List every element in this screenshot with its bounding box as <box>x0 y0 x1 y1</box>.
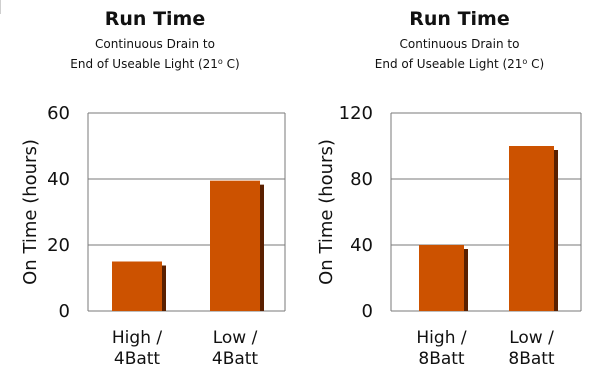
y-axis-label: On Time (hours) <box>20 139 41 285</box>
y-tick-label: 40 <box>47 169 70 190</box>
y-tick-label: 20 <box>47 235 70 256</box>
x-tick-label: 4Batt <box>114 349 161 369</box>
x-tick-label: Low / <box>509 328 554 348</box>
bar <box>210 180 260 311</box>
subtitle-unit: C) <box>527 57 545 71</box>
chart-subtitle-line2: End of Useable Light (21o C) <box>0 53 310 73</box>
bar <box>419 245 464 311</box>
x-tick-label: 4Batt <box>212 349 259 369</box>
chart-subtitle-line1: Continuous Drain to <box>399 37 520 51</box>
subtitle-unit: C) <box>222 57 240 71</box>
subtitle-text: End of Useable Light (21 <box>70 57 218 71</box>
x-tick-label: High / <box>416 328 466 348</box>
chart-title: Run Time <box>409 8 510 30</box>
chart-right: Run Time Continuous Drain to End of Usea… <box>306 0 613 375</box>
subtitle-text: End of Useable Light (21 <box>374 57 523 71</box>
x-tick-label: Low / <box>213 328 258 348</box>
degree-symbol: o <box>522 57 528 66</box>
chart-subtitle-line2: End of Useable Light (21o C) <box>306 53 613 73</box>
y-tick-label: 80 <box>350 169 373 190</box>
bar <box>509 146 554 311</box>
y-tick-label: 40 <box>350 235 373 256</box>
chart-subtitle-line1: Continuous Drain to <box>95 37 215 51</box>
chart-title: Run Time <box>104 8 206 30</box>
y-tick-label: 0 <box>362 301 373 322</box>
x-tick-label: 8Batt <box>418 349 465 369</box>
degree-symbol: o <box>217 57 223 66</box>
x-tick-label: High / <box>112 328 162 348</box>
y-tick-label: 60 <box>47 103 70 124</box>
x-tick-label: 8Batt <box>508 349 555 369</box>
y-tick-label: 0 <box>59 301 70 322</box>
corner-mark <box>0 0 5 14</box>
chart-left: Run Time Continuous Drain to End of Usea… <box>0 8 310 369</box>
y-axis-label: On Time (hours) <box>316 139 337 285</box>
y-tick-label: 120 <box>339 103 373 124</box>
bar <box>112 261 162 311</box>
